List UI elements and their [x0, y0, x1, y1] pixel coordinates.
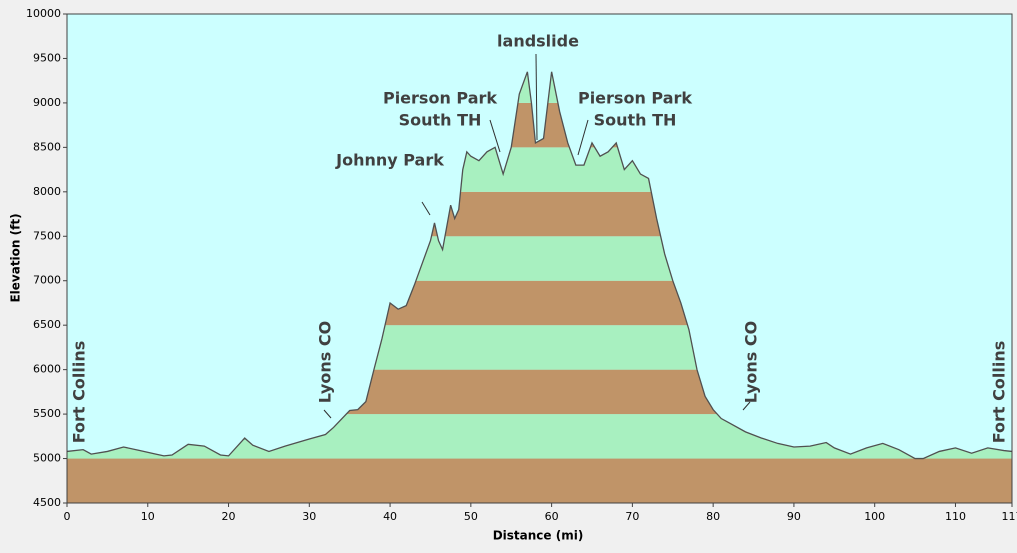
- y-tick-label: 4500: [33, 496, 61, 509]
- annotation: Fort Collins: [990, 341, 1009, 443]
- x-tick-label: 80: [706, 510, 720, 523]
- y-tick-label: 7000: [33, 274, 61, 287]
- band: [67, 459, 1012, 503]
- y-tick-label: 5000: [33, 452, 61, 465]
- y-tick-label: 9000: [33, 96, 61, 109]
- y-tick-label: 6500: [33, 318, 61, 331]
- x-tick-label: 90: [787, 510, 801, 523]
- y-tick-label: 8500: [33, 140, 61, 153]
- x-tick-label: 40: [383, 510, 397, 523]
- x-tick-label: 50: [464, 510, 478, 523]
- y-tick-label: 9500: [33, 51, 61, 64]
- x-tick-label: 20: [222, 510, 236, 523]
- x-tick-label: 10: [141, 510, 155, 523]
- x-tick-label: 60: [545, 510, 559, 523]
- x-axis-label: Distance (mi): [493, 529, 584, 543]
- x-tick-label: 30: [302, 510, 316, 523]
- annotation: Pierson Park: [383, 89, 497, 108]
- x-tick-label: 70: [625, 510, 639, 523]
- annotation: Pierson Park: [578, 89, 692, 108]
- annotation: South TH: [399, 111, 482, 130]
- x-tick-label: 100: [864, 510, 885, 523]
- annotation: Fort Collins: [70, 341, 89, 443]
- y-tick-label: 7500: [33, 229, 61, 242]
- y-tick-label: 8000: [33, 185, 61, 198]
- x-tick-label: 117: [1002, 510, 1017, 523]
- annotation: Johnny Park: [335, 151, 444, 170]
- y-tick-label: 6000: [33, 363, 61, 376]
- annotation: South TH: [594, 111, 677, 130]
- x-tick-label: 110: [945, 510, 966, 523]
- annotation: Lyons CO: [742, 321, 761, 403]
- annotation: landslide: [497, 32, 579, 51]
- y-tick-label: 10000: [26, 7, 61, 20]
- annotation: Lyons CO: [316, 321, 335, 403]
- y-tick-label: 5500: [33, 407, 61, 420]
- y-axis-label: Elevation (ft): [9, 213, 23, 302]
- x-tick-label: 0: [64, 510, 71, 523]
